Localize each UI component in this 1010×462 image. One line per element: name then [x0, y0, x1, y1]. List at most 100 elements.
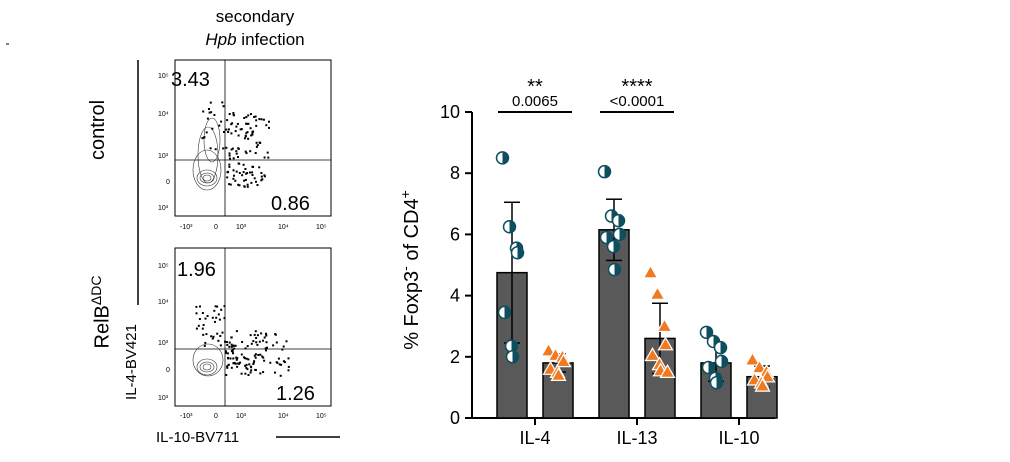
x-tick-label: IL-4 — [519, 428, 550, 448]
flow-event-dot — [227, 364, 230, 366]
flow-event-dot — [211, 316, 214, 319]
flow-event-dot — [229, 183, 232, 186]
relb-lower-right-pct: 1.26 — [276, 383, 315, 405]
flow-event-dot — [246, 368, 249, 371]
flow-event-dot — [228, 152, 231, 155]
flow-event-dot — [250, 366, 253, 369]
flow-event-dot — [201, 137, 204, 140]
flow-event-dot — [212, 335, 215, 338]
flow-event-dot — [244, 347, 247, 350]
flow-event-dot — [243, 179, 246, 182]
flow-event-dot — [205, 333, 208, 336]
flow-event-dot — [214, 148, 217, 151]
flow-event-dot — [218, 124, 221, 127]
flow-event-dot — [217, 313, 220, 316]
flow-event-dot — [228, 341, 231, 344]
flow-event-dot — [254, 353, 257, 356]
flow-plot-relb-contours — [192, 343, 224, 377]
flow-event-dot — [264, 347, 267, 350]
flow-event-dot — [260, 172, 263, 174]
flow-event-dot — [197, 324, 200, 327]
flow-event-dot — [221, 331, 224, 334]
flow-event-dot — [230, 366, 233, 369]
flow-event-dot — [245, 116, 248, 119]
flow-event-dot — [250, 342, 253, 345]
flow-event-dot — [228, 165, 231, 168]
flow-event-dot — [214, 305, 217, 308]
y-tick-label: 6 — [450, 224, 460, 244]
flow-event-dot — [262, 118, 265, 121]
flow-event-dot — [213, 114, 216, 116]
flow-event-dot — [251, 132, 254, 135]
header-italic: Hpb — [205, 30, 237, 49]
flow-event-dot — [229, 157, 231, 160]
chart-y-axis-label: % Foxp3- of CD4+ — [397, 190, 423, 350]
significance-stars: **** — [621, 76, 652, 98]
significance-stars: ** — [527, 76, 543, 98]
flow-event-dot — [247, 358, 250, 361]
flow-event-dot — [235, 150, 238, 153]
flow-event-dot — [232, 362, 235, 365]
tick: 0 — [214, 224, 218, 231]
flow-event-dot — [243, 117, 246, 119]
flow-event-dot — [241, 341, 244, 343]
flow-event-dot — [226, 176, 229, 179]
flow-event-dot — [263, 156, 266, 159]
flow-event-dot — [235, 170, 238, 173]
flow-event-dot — [251, 171, 254, 174]
flow-event-dot — [268, 120, 270, 123]
flow-event-dot — [244, 364, 247, 367]
flow-event-dot — [239, 361, 242, 364]
flow-event-dot — [202, 110, 205, 113]
flow-event-dot — [195, 305, 198, 308]
flow-event-dot — [263, 174, 266, 177]
x-tick-label: IL-10 — [718, 428, 759, 448]
flow-event-dot — [235, 125, 238, 128]
flow-event-dot — [230, 350, 233, 353]
data-point-triangle — [649, 285, 666, 300]
flow-event-dot — [253, 177, 256, 180]
flow-event-dot — [227, 131, 230, 133]
flow-event-dot — [204, 341, 207, 344]
flow-event-dot — [202, 333, 205, 336]
flow-event-dot — [274, 371, 276, 374]
flow-event-dot — [219, 344, 222, 347]
flow-event-dot — [204, 317, 207, 320]
flow-event-dot — [226, 119, 229, 122]
flow-event-dot — [230, 343, 233, 346]
data-point-triangle — [644, 347, 661, 362]
flow-event-dot — [244, 168, 247, 170]
flow-plot-control-ticks: 10⁵ 10⁴ 10³ 0 10³ -10³ 0 10³ 10⁴ 10⁵ — [158, 73, 327, 231]
flow-event-dot — [215, 316, 218, 319]
flow-event-dot — [235, 152, 238, 155]
data-point-triangle — [759, 368, 776, 383]
data-point-half — [614, 263, 621, 276]
flow-event-dot — [234, 179, 237, 182]
flow-event-dot — [232, 157, 235, 160]
flow-event-dot — [250, 113, 252, 116]
flow-event-dot — [225, 374, 228, 376]
flow-event-dot — [256, 334, 259, 337]
flow-event-dot — [245, 122, 248, 125]
flow-event-dot — [244, 134, 247, 137]
flow-event-dot — [277, 357, 280, 360]
flow-event-dot — [225, 350, 227, 353]
flow-event-dot — [252, 363, 255, 365]
flow-event-dot — [227, 128, 230, 131]
flow-event-dot — [281, 348, 284, 351]
flow-event-dot — [234, 130, 237, 133]
flow-event-dot — [255, 180, 257, 183]
flow-event-dot — [209, 101, 212, 104]
data-point-triangle — [656, 317, 673, 333]
flow-event-dot — [255, 119, 258, 122]
flow-event-dot — [223, 305, 226, 308]
flow-event-dot — [236, 357, 239, 360]
flow-event-dot — [225, 128, 228, 131]
bar-chart: 0 2 4 6 8 10 IL-4 IL-13 IL-10 **0.0065 ****<0.000… — [397, 76, 778, 448]
flow-event-dot — [275, 361, 278, 364]
flow-event-dot — [249, 171, 251, 174]
flow-event-dot — [262, 339, 264, 342]
flow-event-dot — [255, 124, 258, 127]
flow-event-dot — [253, 116, 256, 118]
tick: 10⁵ — [158, 73, 169, 80]
